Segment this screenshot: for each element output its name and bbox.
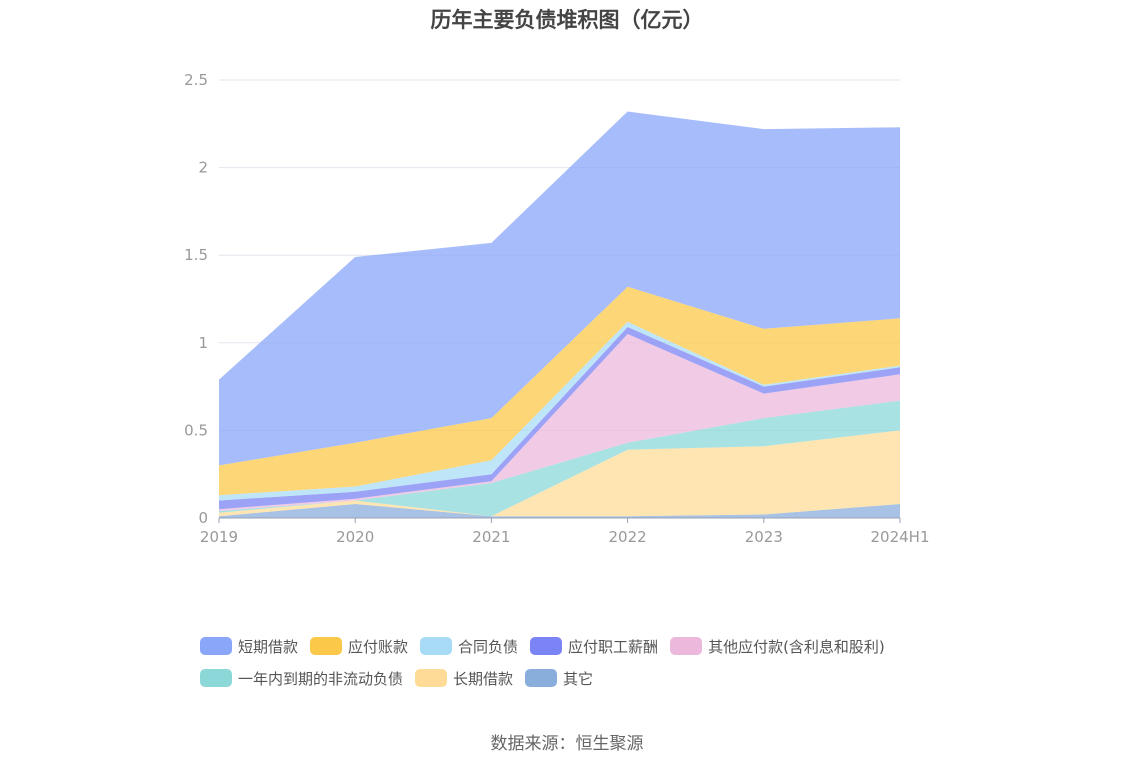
chart-title: 历年主要负债堆积图（亿元） (430, 8, 704, 32)
legend-swatch (530, 637, 563, 655)
area-series-4 (219, 327, 900, 510)
legend-swatch (420, 637, 453, 655)
legend-row: 一年内到期的非流动负债 长期借款 其它 (200, 662, 980, 694)
x-tick-label: 2024H1 (871, 528, 930, 546)
legend-label: 一年内到期的非流动负债 (238, 669, 404, 688)
area-series-2 (219, 400, 900, 517)
legend-label: 应付职工薪酬 (568, 637, 659, 656)
y-tick-label: 1 (198, 334, 208, 352)
data-source: 数据来源：恒生聚源 (490, 734, 644, 754)
legend-swatch (670, 637, 703, 655)
legend-swatch (200, 669, 232, 687)
legend-swatch (200, 637, 232, 655)
legend-item[interactable]: 短期借款 (200, 636, 298, 657)
chart-legend: 短期借款 应付账款 合同负债 应付职工薪酬 其他应付款(含利息和股利) 一年内到期的非流动… (200, 630, 980, 694)
area-series-0 (219, 504, 900, 518)
legend-item[interactable]: 一年内到期的非流动负债 (200, 668, 403, 689)
y-tick-label: 1.5 (184, 246, 208, 264)
y-tick-label: 2 (198, 159, 208, 177)
x-tick-label: 2020 (336, 528, 374, 546)
area-series-7 (219, 111, 900, 466)
legend-item[interactable]: 长期借款 (415, 668, 513, 689)
x-tick-label: 2019 (200, 528, 238, 546)
legend-label: 合同负债 (458, 637, 519, 656)
area-series-3 (219, 334, 900, 511)
x-tick-label: 2022 (609, 528, 647, 546)
legend-item[interactable]: 应付账款 (310, 636, 408, 657)
legend-item[interactable]: 其他应付款(含利息和股利) (670, 636, 885, 657)
legend-swatch (525, 669, 558, 687)
area-series-1 (219, 430, 900, 517)
legend-item[interactable]: 合同负债 (420, 636, 518, 657)
legend-swatch (415, 669, 448, 687)
x-tick-label: 2023 (745, 528, 783, 546)
legend-swatch (310, 637, 343, 655)
legend-row: 短期借款 应付账款 合同负债 应付职工薪酬 其他应付款(含利息和股利) (200, 630, 980, 662)
legend-item[interactable]: 应付职工薪酬 (530, 636, 658, 657)
y-tick-label: 0.5 (184, 421, 208, 439)
y-tick-label: 2.5 (184, 71, 208, 89)
legend-label: 短期借款 (238, 637, 299, 656)
legend-label: 应付账款 (348, 637, 409, 656)
legend-label: 其它 (563, 669, 594, 688)
legend-item[interactable]: 其它 (525, 668, 593, 689)
legend-label: 其他应付款(含利息和股利) (708, 637, 885, 656)
legend-label: 长期借款 (453, 669, 514, 688)
y-tick-label: 0 (198, 509, 208, 527)
area-series-6 (219, 286, 900, 496)
x-tick-label: 2021 (472, 528, 510, 546)
